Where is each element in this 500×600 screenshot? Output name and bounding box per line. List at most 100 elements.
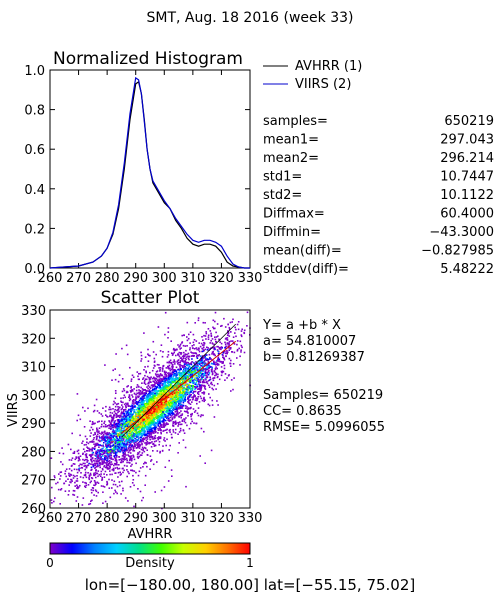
density-point — [139, 407, 142, 410]
density-point — [96, 442, 99, 445]
density-point — [98, 446, 100, 448]
density-point — [150, 419, 152, 422]
density-point — [189, 331, 192, 333]
density-point — [64, 472, 66, 475]
density-point — [183, 373, 186, 376]
density-point — [133, 458, 136, 461]
density-point — [125, 420, 128, 422]
density-point — [182, 370, 184, 372]
density-point — [111, 479, 113, 481]
histogram-x-tick-label: 270 — [66, 271, 91, 286]
density-point — [115, 446, 117, 449]
density-point — [151, 369, 154, 372]
density-point — [144, 403, 146, 405]
density-point — [97, 470, 100, 472]
density-point — [145, 402, 148, 405]
density-point — [107, 460, 110, 463]
density-point — [204, 387, 206, 389]
density-point — [180, 396, 182, 398]
density-point — [180, 383, 183, 385]
density-point — [146, 441, 149, 443]
density-point — [87, 472, 89, 474]
density-point — [72, 489, 75, 492]
density-point — [174, 380, 176, 383]
density-point — [142, 421, 145, 423]
density-point — [173, 391, 175, 393]
density-point — [143, 415, 145, 418]
density-point — [150, 446, 153, 448]
density-point — [180, 398, 183, 401]
density-point — [165, 429, 167, 431]
density-point — [221, 371, 223, 374]
density-point — [205, 372, 208, 374]
density-point — [155, 374, 157, 376]
density-point — [169, 400, 172, 403]
density-point — [191, 345, 194, 347]
density-point — [167, 378, 169, 381]
density-point — [126, 449, 129, 451]
density-point — [115, 392, 117, 394]
density-point — [188, 387, 191, 389]
density-point — [195, 340, 198, 342]
stat-value: 60.4000 — [440, 207, 494, 222]
density-point — [141, 435, 143, 437]
density-point — [141, 419, 143, 421]
density-point — [144, 484, 146, 486]
density-point — [182, 395, 185, 398]
density-point — [145, 371, 147, 374]
density-point — [138, 437, 140, 440]
density-point — [141, 390, 144, 393]
density-point — [109, 496, 112, 499]
density-point — [156, 461, 158, 463]
density-point — [160, 377, 162, 380]
density-point — [132, 447, 135, 449]
density-point — [168, 375, 171, 377]
histogram-title: Normalized Histogram — [53, 49, 243, 69]
density-point — [110, 427, 112, 429]
density-point — [213, 343, 215, 346]
density-point — [100, 485, 103, 487]
density-point — [111, 420, 113, 423]
density-point — [93, 404, 96, 407]
density-point — [118, 427, 121, 430]
density-point — [113, 446, 115, 449]
density-point — [198, 387, 200, 390]
density-point — [131, 439, 133, 442]
density-point — [180, 372, 183, 374]
density-point — [135, 441, 137, 443]
density-point — [112, 449, 114, 452]
density-point — [146, 405, 149, 407]
density-point — [92, 438, 95, 441]
density-point — [147, 414, 150, 417]
stat-label: Diffmin= — [263, 225, 321, 240]
density-point — [227, 345, 229, 348]
density-point — [114, 405, 117, 408]
density-point — [216, 383, 219, 385]
density-point — [214, 336, 216, 338]
density-point — [158, 375, 161, 377]
density-point — [175, 370, 178, 373]
density-point — [96, 465, 98, 468]
density-point — [167, 375, 170, 377]
density-point — [121, 407, 123, 410]
density-point — [110, 423, 112, 425]
density-point — [139, 440, 141, 443]
density-point — [200, 389, 202, 391]
density-point — [170, 469, 173, 471]
density-point — [213, 327, 215, 330]
density-point — [113, 462, 116, 465]
density-point — [81, 463, 83, 466]
density-point — [177, 363, 179, 365]
density-point — [212, 377, 214, 380]
density-point — [120, 421, 122, 423]
density-point — [102, 445, 104, 447]
density-point — [164, 423, 166, 425]
density-point — [115, 430, 118, 432]
density-point — [229, 321, 232, 324]
density-point — [202, 369, 204, 372]
density-point — [157, 399, 160, 401]
density-point — [179, 361, 181, 364]
density-point — [144, 393, 146, 395]
density-point — [109, 473, 111, 476]
density-point — [214, 327, 216, 330]
